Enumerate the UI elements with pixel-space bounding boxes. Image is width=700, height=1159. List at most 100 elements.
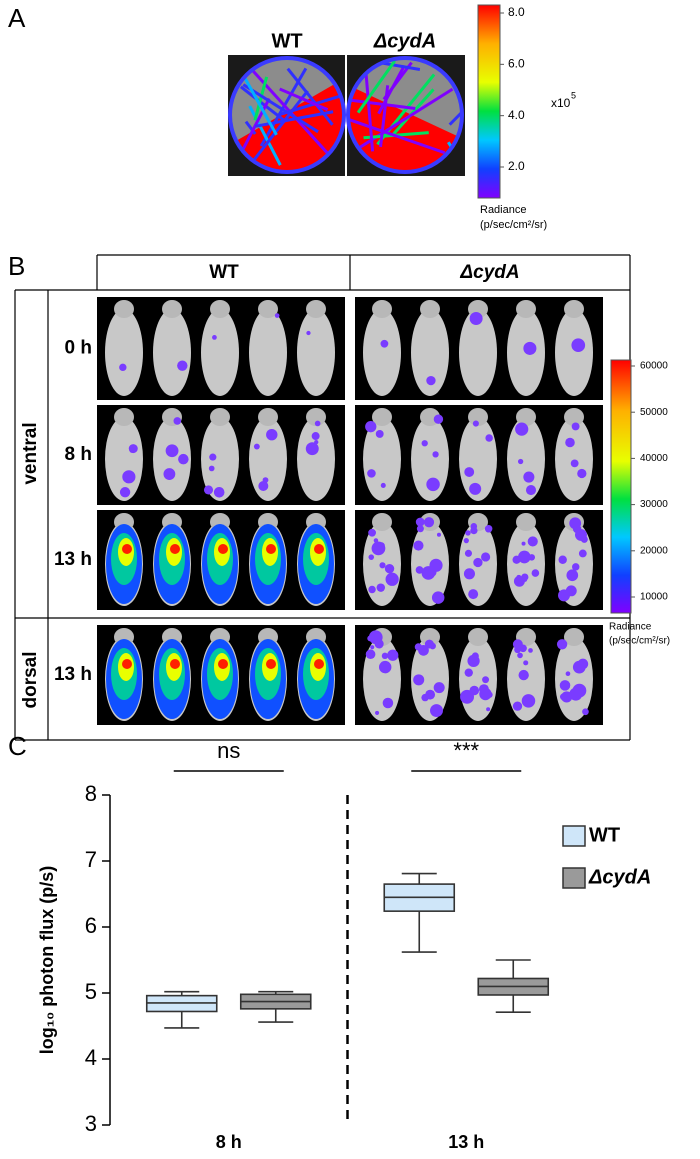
signal <box>379 660 392 674</box>
signal <box>431 591 445 604</box>
signal <box>368 528 376 537</box>
colorbar-title: Radiance <box>609 622 652 633</box>
signal <box>119 487 131 498</box>
signal <box>177 360 188 371</box>
colorbar-unit: (p/sec/cm²/sr) <box>480 219 547 231</box>
signal <box>528 648 533 653</box>
colorbar-tick-label: 50000 <box>640 407 668 418</box>
signal <box>209 453 217 461</box>
mouse-head <box>114 300 134 318</box>
signal <box>558 555 567 564</box>
mouse-body <box>249 309 287 396</box>
signal <box>274 313 280 318</box>
mouse-head <box>516 513 536 531</box>
signal <box>565 585 577 597</box>
signal <box>305 442 319 456</box>
mouse-body <box>555 637 593 721</box>
time-label: 0 h <box>65 338 92 359</box>
mouse-body <box>249 417 287 501</box>
signal <box>368 630 383 645</box>
y-tick-label: 7 <box>85 847 97 872</box>
colorbar-tick-label: 2.0 <box>508 159 525 173</box>
mouse-head <box>468 628 488 646</box>
signal <box>559 680 571 691</box>
signal <box>122 659 132 669</box>
legend-swatch <box>562 867 586 889</box>
signal <box>368 585 376 594</box>
y-axis-label: log₁₀ photon flux (p/s) <box>37 866 57 1055</box>
signal <box>165 444 179 458</box>
signal <box>521 694 536 708</box>
colorbar-title: Radiance <box>480 204 526 216</box>
plate-streak <box>253 76 269 121</box>
signal <box>421 693 429 702</box>
column-label: WT <box>209 262 239 283</box>
signal <box>523 660 529 666</box>
signal <box>464 549 473 557</box>
y-tick-label: 4 <box>85 1045 97 1070</box>
mouse-head <box>420 300 440 318</box>
signal <box>577 468 587 479</box>
y-tick-label: 5 <box>85 979 97 1004</box>
signal <box>472 420 479 427</box>
signal <box>512 701 523 711</box>
signal <box>129 448 135 453</box>
mouse-body <box>363 417 401 501</box>
signal <box>517 652 523 659</box>
signal <box>380 482 386 488</box>
colorbar <box>477 4 501 199</box>
mouse-head <box>306 408 326 426</box>
colorbar-tick-label: 30000 <box>640 499 668 510</box>
colorbar-tick-label: 4.0 <box>508 108 525 122</box>
mouse-head <box>114 408 134 426</box>
signal <box>463 538 469 544</box>
signal <box>570 459 579 468</box>
plate-empty <box>351 58 462 138</box>
signal <box>433 414 444 424</box>
signal <box>421 440 428 447</box>
signal <box>418 644 429 656</box>
significance-label: ns <box>217 738 240 763</box>
signal <box>212 335 217 340</box>
signal <box>518 550 531 564</box>
signal <box>521 573 529 581</box>
mouse-body <box>153 309 191 396</box>
signal <box>378 542 385 549</box>
mouse-head <box>210 300 230 318</box>
mouse-body <box>201 309 239 396</box>
signal <box>515 422 529 436</box>
signal <box>253 443 260 450</box>
mouse-head <box>564 408 584 426</box>
x-tick-label: 8 h <box>216 1132 242 1152</box>
signal <box>481 552 491 562</box>
signal <box>424 639 434 649</box>
signal <box>218 544 228 554</box>
panel-label: C <box>8 731 27 761</box>
signal <box>119 363 127 372</box>
signal <box>413 674 425 686</box>
plate <box>348 58 462 172</box>
mouse-body <box>411 417 449 501</box>
signal <box>467 654 480 668</box>
legend-label: WT <box>589 824 620 846</box>
mouse-head <box>564 628 584 646</box>
signal <box>571 338 586 353</box>
mouse-body <box>297 417 335 501</box>
signal <box>387 649 399 661</box>
signal <box>367 635 374 642</box>
plate-streak <box>356 60 396 114</box>
mouse-head <box>516 408 536 426</box>
mouse-body <box>153 417 191 501</box>
signal <box>572 660 586 674</box>
signal <box>218 659 228 669</box>
colorbar-tick-label: 40000 <box>640 453 668 464</box>
mouse-body <box>411 309 449 396</box>
signal <box>262 477 269 483</box>
signal <box>485 434 493 442</box>
signal <box>432 451 439 458</box>
signal <box>525 485 537 496</box>
signal <box>482 676 490 684</box>
signal <box>173 417 182 425</box>
signal <box>566 569 579 582</box>
signal <box>314 544 324 554</box>
